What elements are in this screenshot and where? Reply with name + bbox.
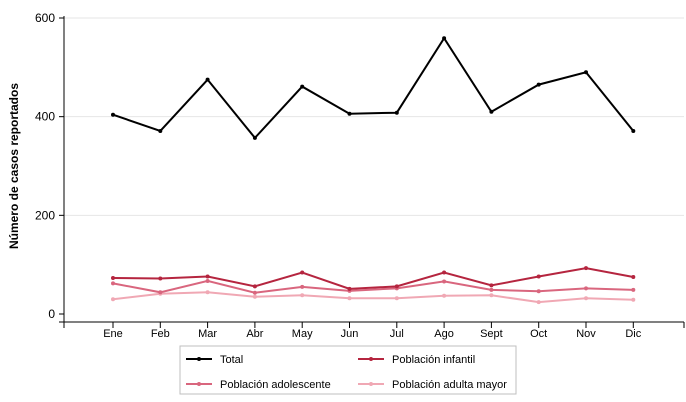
legend-marker <box>197 382 201 386</box>
x-tick-label: Jul <box>390 328 404 340</box>
legend-item: Población adolescente <box>186 379 331 391</box>
data-point <box>300 84 305 89</box>
data-point <box>631 297 636 302</box>
y-tick-label: 200 <box>35 208 55 222</box>
legend-item: Total <box>186 354 243 366</box>
data-point <box>536 289 541 294</box>
data-point <box>489 287 494 292</box>
data-point <box>252 284 257 289</box>
data-point <box>584 70 588 75</box>
legend-box <box>179 345 517 395</box>
data-point <box>347 296 352 301</box>
data-point <box>205 274 210 279</box>
series-total <box>111 36 636 140</box>
data-point <box>489 109 494 114</box>
data-point <box>300 270 305 275</box>
data-point <box>536 300 541 305</box>
data-point <box>205 77 210 82</box>
data-point <box>300 293 305 298</box>
legend-label: Población adulta mayor <box>392 379 507 391</box>
data-point <box>111 297 115 302</box>
x-tick-label: Ene <box>103 328 123 340</box>
data-point <box>584 266 588 271</box>
data-point <box>111 112 115 117</box>
data-point <box>252 294 257 299</box>
x-tick-label: Abr <box>246 328 263 340</box>
data-point <box>584 286 588 291</box>
data-point <box>205 290 210 295</box>
series-line <box>112 267 634 290</box>
data-point <box>394 110 399 115</box>
axes: 0 200 400 600 Número de casos reportados Ene F… <box>7 11 685 340</box>
data-point <box>631 128 636 133</box>
data-point <box>489 293 494 298</box>
legend-label: Población adolescente <box>220 379 331 391</box>
data-point <box>252 135 257 140</box>
series-lines <box>111 36 636 305</box>
data-point <box>489 283 494 288</box>
y-tick-label: 600 <box>35 11 55 25</box>
y-tick-label: 400 <box>35 110 55 124</box>
data-point <box>158 290 163 295</box>
data-point <box>536 274 541 279</box>
y-tick-label: 0 <box>48 307 55 321</box>
legend-marker <box>369 357 373 361</box>
data-point <box>394 296 399 301</box>
x-tick-label: Oct <box>530 328 547 340</box>
data-point <box>442 279 447 284</box>
legend-label: Total <box>220 354 243 366</box>
data-point <box>631 287 636 292</box>
x-tick-label: Dic <box>625 328 641 340</box>
series-población-adulta-mayor <box>111 290 636 305</box>
x-tick-label: Nov <box>576 328 596 340</box>
data-point <box>442 293 447 298</box>
data-point <box>300 284 305 289</box>
x-tick-label: Jun <box>341 328 359 340</box>
x-tick-label: Sept <box>480 328 503 340</box>
data-point <box>111 275 115 280</box>
series-población-infantil <box>111 266 636 291</box>
data-point <box>347 286 352 291</box>
x-tick-label: Mar <box>198 328 217 340</box>
legend-item: Población adulta mayor <box>358 379 507 391</box>
data-point <box>347 111 352 116</box>
data-point <box>631 275 636 279</box>
legend-label: Población infantil <box>392 354 475 366</box>
data-point <box>584 296 588 301</box>
data-point <box>252 290 257 295</box>
data-point <box>205 278 210 283</box>
y-axis-label: Número de casos reportados <box>7 83 21 249</box>
data-point <box>536 82 541 87</box>
x-tick-label: May <box>292 328 313 340</box>
legend-marker <box>197 357 201 361</box>
series-line <box>112 36 635 140</box>
gridlines <box>64 17 684 216</box>
data-point <box>394 284 399 289</box>
data-point <box>111 281 115 286</box>
x-tick-label: Ago <box>434 328 454 340</box>
data-point <box>442 36 447 41</box>
data-point <box>158 276 163 281</box>
data-point <box>158 128 163 133</box>
legend-marker <box>369 382 373 386</box>
data-point <box>442 270 447 275</box>
legend-item: Población infantil <box>358 354 475 366</box>
series-line <box>112 279 634 294</box>
legend: Total Población infantil Población adolesc… <box>179 345 517 395</box>
x-tick-label: Feb <box>151 328 170 340</box>
series-line <box>112 291 634 304</box>
